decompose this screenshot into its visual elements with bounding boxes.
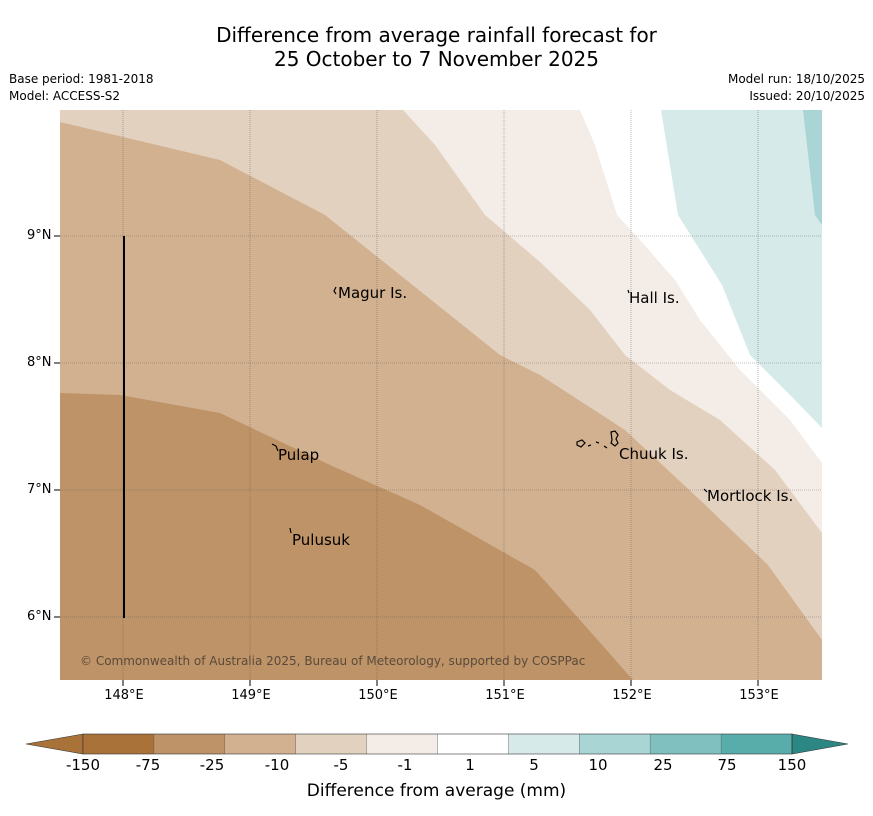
lon-label-150e: 150°E — [358, 688, 398, 703]
cb-label: -25 — [199, 756, 225, 774]
colorbar-segment — [83, 734, 155, 754]
title-line-1: Difference from average rainfall forecas… — [216, 23, 657, 47]
cb-label: 75 — [717, 756, 737, 774]
issued-date: Issued: 20/10/2025 — [749, 89, 865, 103]
copyright-note: © Commonwealth of Australia 2025, Bureau… — [80, 654, 585, 668]
cb-label: 25 — [653, 756, 673, 774]
region-pos1 — [661, 110, 822, 428]
colorbar — [25, 733, 849, 755]
lat-label-7n: 7°N — [27, 482, 52, 497]
cb-label: -10 — [264, 756, 290, 774]
island-pulap — [271, 443, 279, 452]
region-neg75 — [60, 393, 633, 680]
lat-label-8n: 8°N — [27, 355, 52, 370]
lon-label-148e: 148°E — [104, 688, 144, 703]
colorbar-arrow-right — [791, 733, 849, 755]
lat-label-9n: 9°N — [27, 228, 52, 243]
place-mortlock: Mortlock Is. — [707, 487, 793, 505]
base-period: Base period: 1981-2018 — [9, 72, 154, 86]
lon-label-153e: 153°E — [739, 688, 779, 703]
meta-right: Model run: 18/10/2025 Issued: 20/10/2025 — [728, 71, 865, 105]
island-magur — [333, 286, 337, 295]
lat-label-6n: 6°N — [27, 609, 52, 624]
model-run: Model run: 18/10/2025 — [727, 72, 865, 86]
cb-label: 150 — [777, 756, 807, 774]
island-chuuk — [576, 430, 619, 449]
place-magur: Magur Is. — [338, 284, 407, 302]
cb-label: -1 — [397, 756, 413, 774]
lon-label-149e: 149°E — [231, 688, 271, 703]
colorbar-segment — [721, 734, 793, 754]
tick-marks — [54, 235, 759, 686]
model-name: Model: ACCESS-S2 — [9, 89, 121, 103]
cb-label: -75 — [135, 756, 161, 774]
colorbar-segment — [366, 734, 438, 754]
region-pos5 — [803, 110, 822, 225]
meta-left: Base period: 1981-2018 Model: ACCESS-S2 — [9, 71, 154, 105]
place-labels: Magur Is. Hall Is. Pulap Chuuk Is. Mortl… — [278, 284, 793, 549]
lon-label-151e: 151°E — [485, 688, 525, 703]
colorbar-segment — [650, 734, 722, 754]
colorbar-segment — [295, 734, 367, 754]
island-pulusuk — [289, 527, 292, 534]
cb-label: -5 — [333, 756, 349, 774]
cb-label: 1 — [465, 756, 475, 774]
place-hall: Hall Is. — [629, 289, 680, 307]
island-mortlock — [703, 488, 708, 493]
colorbar-segment — [153, 734, 226, 754]
colorbar-arrow-left — [25, 733, 84, 755]
colorbar-segment — [508, 734, 580, 754]
lon-label-152e: 152°E — [612, 688, 652, 703]
title-line-2: 25 October to 7 November 2025 — [273, 47, 600, 71]
colorbar-title: Difference from average (mm) — [306, 781, 567, 801]
colorbar-segment — [224, 734, 296, 754]
cb-label: 10 — [588, 756, 608, 774]
cb-label: 5 — [529, 756, 539, 774]
place-pulap: Pulap — [278, 446, 319, 464]
colorbar-segment — [579, 734, 651, 754]
island-hall — [627, 289, 630, 294]
island-shapes — [271, 286, 708, 534]
colorbar-segment — [437, 734, 509, 754]
cb-label: -150 — [65, 756, 101, 774]
place-chuuk: Chuuk Is. — [619, 445, 688, 463]
place-pulusuk: Pulusuk — [292, 531, 350, 549]
